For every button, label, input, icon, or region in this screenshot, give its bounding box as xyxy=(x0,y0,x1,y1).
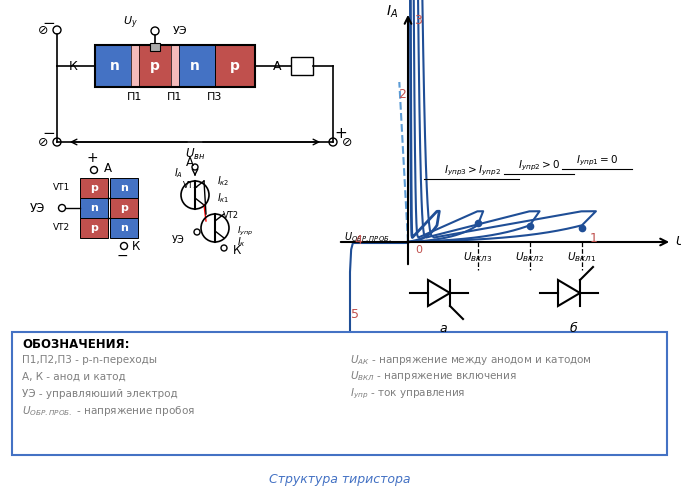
Text: УЭ: УЭ xyxy=(30,201,45,215)
Text: 3: 3 xyxy=(415,13,422,26)
Text: p: p xyxy=(90,183,98,193)
Text: $I_к$: $I_к$ xyxy=(237,235,246,249)
Bar xyxy=(175,45,215,87)
Text: VT1: VT1 xyxy=(52,183,70,192)
Bar xyxy=(12,332,667,455)
Text: $I_{к2}$: $I_{к2}$ xyxy=(217,174,229,188)
Text: n: n xyxy=(120,183,128,193)
Text: А, К - анод и катод: А, К - анод и катод xyxy=(22,372,125,382)
Text: $U_{ВКЛ}$ - напряжение включения: $U_{ВКЛ}$ - напряжение включения xyxy=(350,370,517,384)
Bar xyxy=(95,45,255,87)
Bar xyxy=(110,218,138,238)
Text: $I_{упр}$: $I_{упр}$ xyxy=(237,225,253,238)
Text: p: p xyxy=(90,223,98,233)
Text: К: К xyxy=(69,60,78,73)
Text: $U_{АК}$ - напряжение между анодом и катодом: $U_{АК}$ - напряжение между анодом и кат… xyxy=(350,353,592,367)
Text: ⊘: ⊘ xyxy=(37,136,48,149)
Text: p: p xyxy=(230,59,240,73)
Text: VT1: VT1 xyxy=(183,180,199,189)
Bar xyxy=(110,178,138,198)
Bar xyxy=(150,43,160,51)
Text: УЭ: УЭ xyxy=(173,26,188,36)
Text: УЭ - управляюший электрод: УЭ - управляюший электрод xyxy=(22,389,178,399)
Text: К: К xyxy=(132,240,140,252)
Bar xyxy=(95,45,135,87)
Text: а: а xyxy=(439,322,447,334)
Text: $I_{упр3} > I_{упр2}$: $I_{упр3} > I_{упр2}$ xyxy=(444,164,501,178)
Text: $U_y$: $U_y$ xyxy=(123,15,138,31)
Text: $U_{ВКЛ3}$: $U_{ВКЛ3}$ xyxy=(463,251,492,265)
Text: К: К xyxy=(233,244,241,256)
Text: $I_{упр2} > 0$: $I_{упр2} > 0$ xyxy=(518,159,560,173)
Text: П1,П2,П3 - p-n-переходы: П1,П2,П3 - p-n-переходы xyxy=(22,355,157,365)
Text: $I_А$: $I_А$ xyxy=(386,4,398,20)
Text: n: n xyxy=(120,223,128,233)
Text: $I_{к1}$: $I_{к1}$ xyxy=(217,191,229,205)
Text: А: А xyxy=(104,162,112,174)
Text: П3: П3 xyxy=(207,92,223,102)
Text: VT2: VT2 xyxy=(223,212,239,221)
Bar xyxy=(110,198,138,218)
Text: $U_{ОБР.ПРОБ.}$: $U_{ОБР.ПРОБ.}$ xyxy=(345,230,392,244)
Text: $U_{ВКЛ2}$: $U_{ВКЛ2}$ xyxy=(516,251,544,265)
Text: П1: П1 xyxy=(168,92,183,102)
Text: А: А xyxy=(273,60,281,73)
Text: $I_{упр1} = 0$: $I_{упр1} = 0$ xyxy=(575,154,618,168)
Text: −: − xyxy=(43,15,55,30)
Bar xyxy=(80,218,108,238)
Bar xyxy=(131,45,139,87)
Bar xyxy=(215,45,255,87)
Text: n: n xyxy=(90,203,98,213)
Text: П1: П1 xyxy=(127,92,143,102)
Text: 1: 1 xyxy=(590,232,597,245)
Text: $U_{АК}$: $U_{АК}$ xyxy=(675,235,681,249)
Text: б: б xyxy=(569,322,577,334)
Text: $U_{ВКЛ1}$: $U_{ВКЛ1}$ xyxy=(567,251,597,265)
Bar xyxy=(291,57,313,75)
Text: n: n xyxy=(110,59,120,73)
Bar xyxy=(80,198,108,218)
Bar xyxy=(135,45,175,87)
Text: ⊘: ⊘ xyxy=(37,23,48,36)
Text: $I_А$: $I_А$ xyxy=(174,166,183,180)
Text: 4: 4 xyxy=(354,234,362,247)
Text: +: + xyxy=(334,127,347,142)
Bar xyxy=(171,45,179,87)
Text: p: p xyxy=(150,59,160,73)
Text: 0: 0 xyxy=(415,245,422,255)
Text: $U_{вн}$: $U_{вн}$ xyxy=(185,147,205,162)
Text: $I_{упр}$ - ток управления: $I_{упр}$ - ток управления xyxy=(350,387,465,401)
Text: n: n xyxy=(190,59,200,73)
Text: Структура тиристора: Структура тиристора xyxy=(269,474,411,487)
Text: VT2: VT2 xyxy=(53,224,70,233)
Text: 2: 2 xyxy=(398,88,406,101)
Bar xyxy=(80,178,108,198)
Text: $U_{ОБР.ПРОБ.}$ - напряжение пробоя: $U_{ОБР.ПРОБ.}$ - напряжение пробоя xyxy=(22,404,195,418)
Text: −: − xyxy=(43,127,55,142)
Text: +: + xyxy=(86,151,98,165)
Text: ⊘: ⊘ xyxy=(342,136,352,149)
Text: 5: 5 xyxy=(351,309,359,322)
Text: А: А xyxy=(186,157,194,169)
Text: −: − xyxy=(116,249,128,263)
Text: p: p xyxy=(120,203,128,213)
Text: ОБОЗНАЧЕНИЯ:: ОБОЗНАЧЕНИЯ: xyxy=(22,338,129,351)
Text: УЭ: УЭ xyxy=(172,235,185,245)
